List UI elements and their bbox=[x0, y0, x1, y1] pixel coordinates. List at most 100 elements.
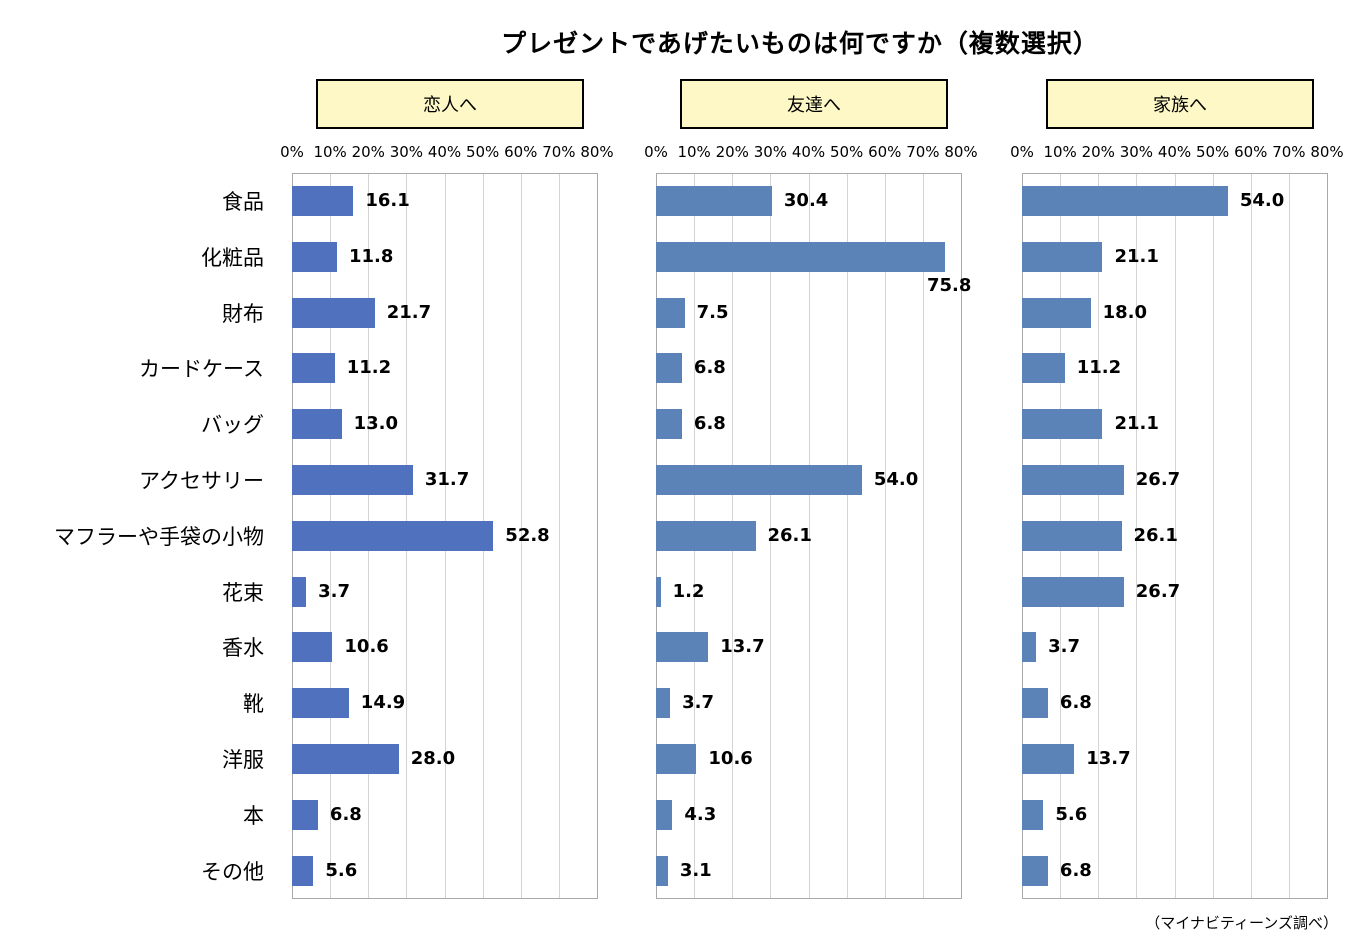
x-tick-label: 0% bbox=[280, 143, 304, 161]
gridline bbox=[558, 174, 560, 898]
x-tick-label: 10% bbox=[677, 143, 711, 161]
x-tick-label: 70% bbox=[906, 143, 940, 161]
data-label: 5.6 bbox=[325, 859, 358, 881]
bar bbox=[292, 520, 494, 551]
bar bbox=[292, 186, 354, 216]
x-tick-label: 20% bbox=[351, 143, 385, 161]
source-note: （マイナビティーンズ調べ） bbox=[1145, 914, 1338, 932]
data-label: 4.3 bbox=[684, 803, 717, 825]
bar bbox=[656, 688, 671, 719]
x-tick-label: 30% bbox=[753, 143, 788, 161]
bar bbox=[1022, 297, 1091, 328]
bar bbox=[1022, 632, 1037, 663]
category-label: 本 bbox=[243, 803, 264, 828]
data-label: 13.0 bbox=[353, 413, 398, 435]
bar bbox=[1022, 855, 1048, 886]
x-tick-label: 70% bbox=[1272, 143, 1306, 161]
data-label: 54.0 bbox=[1239, 190, 1285, 211]
category-label: バッグ bbox=[201, 413, 264, 438]
bar bbox=[292, 688, 349, 719]
gridline bbox=[1250, 174, 1252, 898]
x-tick-label: 50% bbox=[465, 143, 500, 161]
data-label: 3.7 bbox=[318, 580, 350, 602]
bar bbox=[1022, 465, 1124, 495]
data-label: 26.7 bbox=[1135, 469, 1181, 490]
data-label: 1.2 bbox=[672, 580, 705, 602]
category-label: 香水 bbox=[222, 636, 264, 661]
bar bbox=[656, 409, 682, 440]
x-tick-label: 30% bbox=[1119, 143, 1154, 161]
bar bbox=[292, 409, 342, 440]
x-tick-label: 40% bbox=[1157, 143, 1192, 161]
x-tick-label: 10% bbox=[1043, 143, 1077, 161]
x-tick-label: 20% bbox=[715, 143, 749, 161]
data-label: 21.1 bbox=[1114, 245, 1159, 267]
gridline bbox=[1212, 174, 1214, 898]
data-label: 16.1 bbox=[365, 190, 410, 211]
data-label: 26.1 bbox=[767, 524, 812, 546]
data-label: 11.2 bbox=[346, 357, 392, 379]
gridline bbox=[1288, 174, 1290, 898]
bar bbox=[292, 632, 333, 663]
gridline bbox=[520, 174, 522, 898]
data-label: 3.7 bbox=[682, 692, 714, 714]
data-label: 11.8 bbox=[348, 245, 394, 267]
panel-header: 恋人へ bbox=[316, 79, 584, 129]
data-label: 6.8 bbox=[1059, 859, 1092, 881]
category-label: 靴 bbox=[243, 692, 264, 717]
category-label: マフラーや手袋の小物 bbox=[54, 524, 264, 549]
x-tick-label: 70% bbox=[542, 143, 576, 161]
data-label: 14.9 bbox=[360, 692, 406, 714]
data-label: 28.0 bbox=[410, 748, 456, 769]
category-label: 洋服 bbox=[222, 748, 264, 772]
gridline bbox=[884, 174, 886, 898]
bar bbox=[656, 855, 668, 886]
bar bbox=[656, 744, 697, 774]
category-label: 食品 bbox=[222, 190, 264, 214]
data-label: 26.7 bbox=[1135, 580, 1181, 602]
bar bbox=[656, 520, 756, 551]
bar bbox=[1022, 241, 1103, 272]
data-label: 13.7 bbox=[1086, 748, 1131, 769]
data-label: 3.7 bbox=[1048, 636, 1080, 658]
panel-header: 友達へ bbox=[680, 79, 948, 129]
data-label: 21.7 bbox=[386, 301, 432, 323]
bar bbox=[292, 297, 375, 328]
x-tick-label: 50% bbox=[1195, 143, 1230, 161]
x-tick-label: 10% bbox=[313, 143, 347, 161]
gridline bbox=[770, 174, 772, 898]
data-label: 6.8 bbox=[1059, 692, 1092, 714]
gridline bbox=[808, 174, 810, 898]
data-label: 31.7 bbox=[424, 469, 470, 490]
category-label: 財布 bbox=[222, 301, 264, 326]
bar bbox=[1022, 409, 1103, 440]
data-label: 13.7 bbox=[720, 636, 765, 658]
data-label: 10.6 bbox=[344, 636, 389, 658]
data-label: 6.8 bbox=[329, 803, 362, 825]
data-label: 18.0 bbox=[1102, 301, 1148, 323]
category-label: カードケース bbox=[139, 357, 264, 382]
bar bbox=[1022, 520, 1122, 551]
bar bbox=[292, 576, 307, 607]
bar bbox=[1022, 576, 1124, 607]
bar bbox=[656, 576, 661, 607]
x-tick-label: 20% bbox=[1081, 143, 1115, 161]
category-label: 花束 bbox=[222, 580, 264, 605]
x-tick-label: 60% bbox=[868, 143, 902, 161]
x-tick-label: 0% bbox=[1010, 143, 1034, 161]
bar bbox=[656, 632, 709, 663]
category-label: 化粧品 bbox=[201, 245, 264, 270]
data-label: 30.4 bbox=[783, 190, 829, 211]
bar bbox=[292, 799, 318, 830]
panel-header: 家族へ bbox=[1046, 79, 1314, 129]
bar bbox=[292, 744, 399, 774]
bar bbox=[292, 855, 314, 886]
bar bbox=[656, 186, 772, 216]
bar bbox=[1022, 744, 1075, 774]
bar bbox=[292, 241, 337, 272]
data-label: 6.8 bbox=[693, 357, 726, 379]
bar bbox=[656, 241, 945, 272]
category-label: アクセサリー bbox=[139, 469, 264, 493]
x-tick-label: 50% bbox=[829, 143, 864, 161]
gridline bbox=[846, 174, 848, 898]
